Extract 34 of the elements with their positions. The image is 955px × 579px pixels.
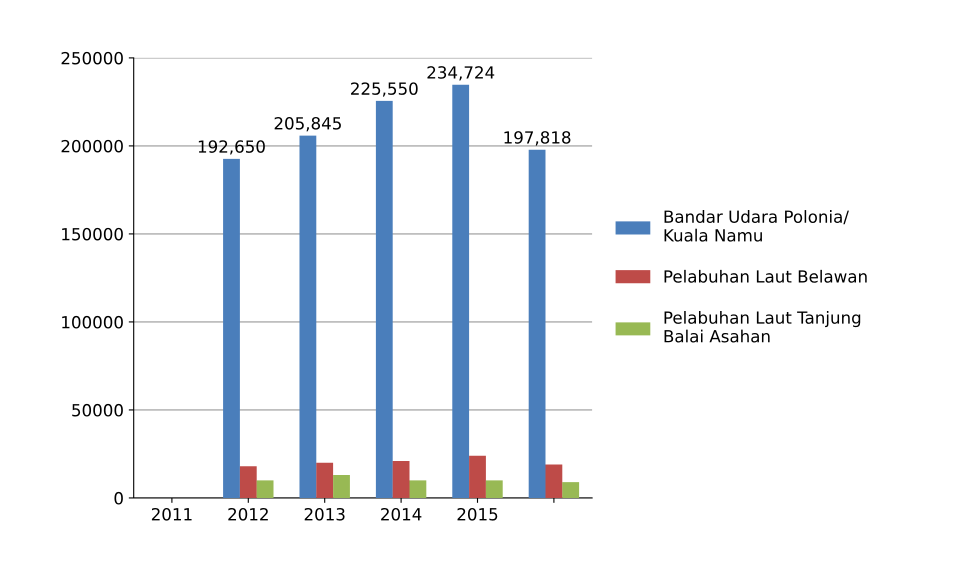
bar: [392, 460, 410, 498]
bar: [486, 480, 503, 498]
bar: [316, 462, 334, 498]
y-tick-label: 0: [114, 492, 123, 505]
x-tick-label: 2014: [381, 508, 422, 521]
x-tick-label: 2012: [228, 508, 268, 521]
y-tick-label: 50000: [72, 404, 123, 416]
y-tick-label: 200000: [62, 140, 123, 152]
y-tick-label: 250000: [62, 52, 123, 64]
data-label: 234,724: [427, 66, 494, 80]
data-label: 192,650: [198, 140, 265, 155]
bar: [545, 464, 562, 498]
x-tick-label: 2015: [458, 508, 498, 521]
data-label: 197,818: [504, 131, 570, 146]
data-label: 225,550: [351, 82, 418, 97]
x-tick-label: 2013: [304, 508, 345, 521]
bar: [299, 136, 316, 498]
bar: [376, 100, 393, 498]
y-tick-label: 100000: [62, 316, 123, 328]
bar: [333, 475, 350, 498]
legend-label: Pelabuhan Laut Tanjung Balai Asahan: [664, 310, 860, 343]
bar: [256, 480, 274, 498]
bar: [452, 84, 470, 498]
bar: [410, 480, 426, 498]
bar: [562, 482, 580, 498]
x-tick-label: 2011: [152, 508, 192, 521]
y-tick-label: 150000: [62, 228, 123, 240]
bar: [223, 158, 240, 498]
data-label: 205,845: [274, 117, 341, 132]
bar: [240, 466, 257, 498]
bar: [469, 456, 486, 498]
legend-label: Bandar Udara Polonia/ Kuala Namu: [664, 210, 849, 242]
bar: [528, 150, 546, 498]
legend-label: Pelabuhan Laut Belawan: [664, 270, 867, 283]
